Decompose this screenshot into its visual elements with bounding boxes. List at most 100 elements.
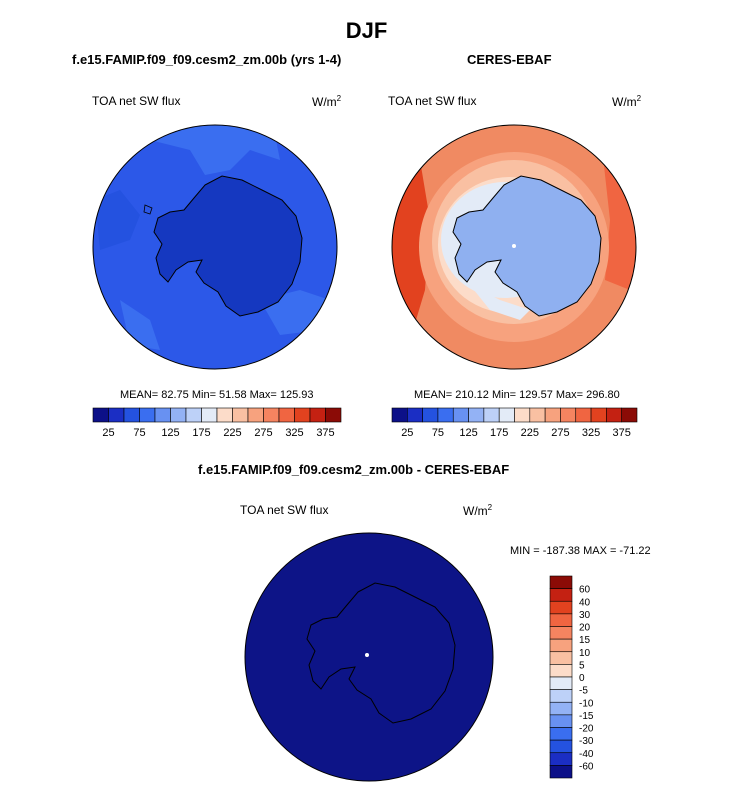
diff-colorbar-box	[549, 588, 573, 602]
obs-colorbar-tick-label: 275	[551, 427, 569, 439]
season-title: DJF	[345, 18, 388, 43]
diff-colorbar-box	[549, 664, 573, 678]
obs-map-border	[391, 124, 637, 370]
diff-colorbar-tick-label: 30	[579, 610, 591, 621]
diff-colorbar-box	[549, 739, 573, 754]
obs-units-exp: 2	[636, 94, 642, 103]
model-variable-label: TOA net SW flux	[92, 94, 181, 108]
diff-colorbar-tick-label: 0	[579, 673, 585, 684]
model-colorbar-tick-label: 325	[285, 427, 303, 439]
obs-colorbar-box	[514, 407, 531, 423]
model-colorbar-box	[201, 407, 218, 423]
model-colorbar-box	[247, 407, 264, 423]
model-colorbar-box	[170, 407, 187, 423]
model-colorbar-tick-label: 175	[192, 427, 210, 439]
obs-colorbar-box	[468, 407, 485, 423]
obs-units-base: W/m	[612, 95, 637, 109]
obs-units-label: W/m2	[612, 94, 641, 109]
diff-colorbar-tick-label: 10	[579, 648, 591, 659]
diff-colorbar-box	[549, 600, 573, 615]
diff-colorbar-box	[549, 714, 573, 728]
diff-field	[245, 533, 493, 781]
diff-colorbar-box	[549, 575, 573, 589]
diff-colorbar-tick-label: -40	[579, 749, 594, 760]
obs-colorbar-box	[575, 407, 592, 423]
model-colorbar: 25 75 125 175 225 275 325 375	[92, 407, 342, 439]
obs-colorbar-box	[560, 407, 577, 423]
obs-colorbar-box	[407, 407, 423, 423]
model-colorbar-box	[185, 407, 202, 423]
diff-colorbar-box	[549, 676, 573, 690]
obs-colorbar-box	[544, 407, 561, 423]
obs-colorbar-tick-label: 325	[582, 427, 600, 439]
diff-colorbar-box	[549, 638, 573, 653]
model-units-base: W/m	[312, 95, 337, 109]
obs-antarctica-land	[452, 175, 602, 317]
obs-colorbar-box	[391, 407, 408, 423]
obs-colorbar-tick-label: 225	[521, 427, 539, 439]
obs-colorbar-tick-label: 375	[613, 427, 631, 439]
model-colorbar-box	[92, 407, 109, 423]
model-units-label: W/m2	[312, 94, 341, 109]
model-colorbar-box	[309, 407, 326, 423]
diff-colorbar-box	[549, 651, 573, 665]
diff-panel-title: f.e15.FAMIP.f09_f09.cesm2_zm.00b - CERES…	[198, 462, 510, 477]
model-colorbar-tick-label: 125	[161, 427, 179, 439]
obs-pole-marker	[512, 244, 516, 248]
diff-colorbar-box	[549, 689, 573, 703]
model-colorbar-tick-label: 25	[102, 427, 114, 439]
model-colorbar-box	[154, 407, 171, 423]
obs-variable-label: TOA net SW flux	[388, 94, 477, 108]
obs-colorbar-box	[422, 407, 439, 423]
obs-colorbar-box	[452, 407, 469, 423]
obs-colorbar-box	[606, 407, 622, 423]
obs-colorbar-box	[590, 407, 607, 423]
obs-colorbar-tick-label: 175	[490, 427, 508, 439]
model-units-exp: 2	[336, 94, 342, 103]
diff-colorbar-tick-label: -15	[579, 711, 594, 722]
diff-colorbar-tick-label: 60	[579, 585, 591, 596]
model-colorbar-box	[216, 407, 233, 423]
diff-colorbar-tick-label: -5	[579, 686, 588, 697]
model-colorbar-box	[232, 407, 249, 423]
diff-colorbar-box	[549, 752, 573, 766]
diff-colorbar-tick-label: 40	[579, 597, 591, 608]
diff-map-border	[244, 532, 494, 782]
model-colorbar-tick-label: 225	[223, 427, 241, 439]
diff-antarctica-outline	[306, 582, 456, 724]
obs-map	[391, 124, 637, 370]
diff-colorbar-tick-label: -30	[579, 736, 594, 747]
model-colorbar-box	[123, 407, 140, 423]
model-map-border	[92, 124, 338, 370]
diff-colorbar-tick-label: -20	[579, 724, 594, 735]
obs-colorbar-box	[437, 407, 454, 423]
diff-colorbar-tick-label: -10	[579, 698, 594, 709]
diff-map	[244, 532, 494, 782]
diff-colorbar-box	[549, 626, 573, 640]
diff-colorbar-box	[549, 701, 573, 716]
obs-panel-title: CERES-EBAF	[467, 52, 552, 67]
model-map	[92, 124, 338, 370]
obs-colorbar-box	[529, 407, 546, 423]
obs-colorbar-tick-label: 75	[432, 427, 444, 439]
model-antarctica-land	[153, 175, 303, 317]
model-colorbar-box	[139, 407, 156, 423]
model-colorbar-box	[325, 407, 342, 423]
model-colorbar-box	[108, 407, 125, 423]
diff-pole-marker	[365, 653, 369, 657]
diff-colorbar-box	[549, 613, 573, 627]
diff-units-exp: 2	[487, 503, 493, 512]
model-colorbar-tick-label: 375	[316, 427, 334, 439]
obs-colorbar-tick-label: 125	[459, 427, 477, 439]
obs-colorbar-tick-label: 25	[401, 427, 413, 439]
diff-colorbar-box	[549, 765, 573, 779]
diff-colorbar-box	[549, 727, 573, 741]
obs-stats: MEAN= 210.12 Min= 129.57 Max= 296.80	[414, 389, 620, 401]
model-colorbar-box	[294, 407, 311, 423]
model-colorbar-tick-label: 75	[133, 427, 145, 439]
model-colorbar-box	[278, 407, 295, 423]
model-panel-title: f.e15.FAMIP.f09_f09.cesm2_zm.00b (yrs 1-…	[72, 52, 342, 67]
diff-units-base: W/m	[463, 504, 488, 518]
